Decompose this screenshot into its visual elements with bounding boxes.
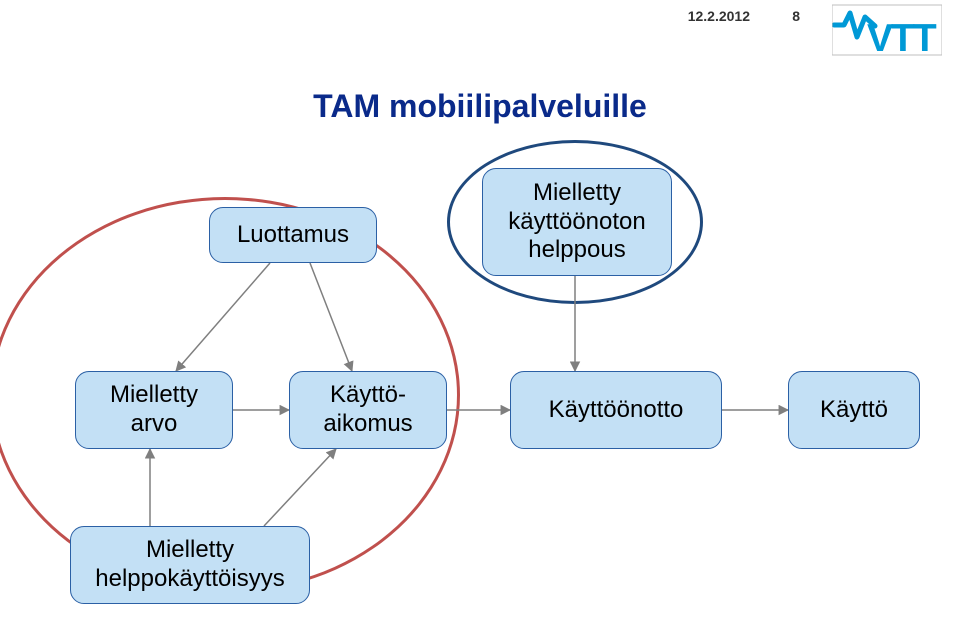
node-label: Miellettyarvo xyxy=(110,381,198,439)
node-label: Miellettykäyttöönotonhelppous xyxy=(508,179,645,265)
node-luottamus: Luottamus xyxy=(209,207,377,263)
node-kaytto: Käyttö xyxy=(788,371,920,449)
vtt-logo: VTT xyxy=(832,4,942,56)
node-helppok: Miellettyhelppokäyttöisyys xyxy=(70,526,310,604)
node-label: Käyttöönotto xyxy=(549,396,684,425)
header-bar: 12.2.2012 8 VTT xyxy=(0,0,960,60)
node-label: Miellettyhelppokäyttöisyys xyxy=(95,536,284,594)
node-label: Luottamus xyxy=(237,221,349,250)
svg-text:VTT: VTT xyxy=(867,17,937,56)
node-otto: Käyttöönotto xyxy=(510,371,722,449)
header-page: 8 xyxy=(792,8,800,24)
node-helppous: Miellettykäyttöönotonhelppous xyxy=(482,168,672,276)
node-label: Käyttö xyxy=(820,396,888,425)
slide-title: TAM mobiilipalveluille xyxy=(0,88,960,125)
node-aikomus: Käyttö-aikomus xyxy=(289,371,447,449)
header-date: 12.2.2012 xyxy=(688,8,750,24)
node-arvo: Miellettyarvo xyxy=(75,371,233,449)
node-label: Käyttö-aikomus xyxy=(323,381,412,439)
